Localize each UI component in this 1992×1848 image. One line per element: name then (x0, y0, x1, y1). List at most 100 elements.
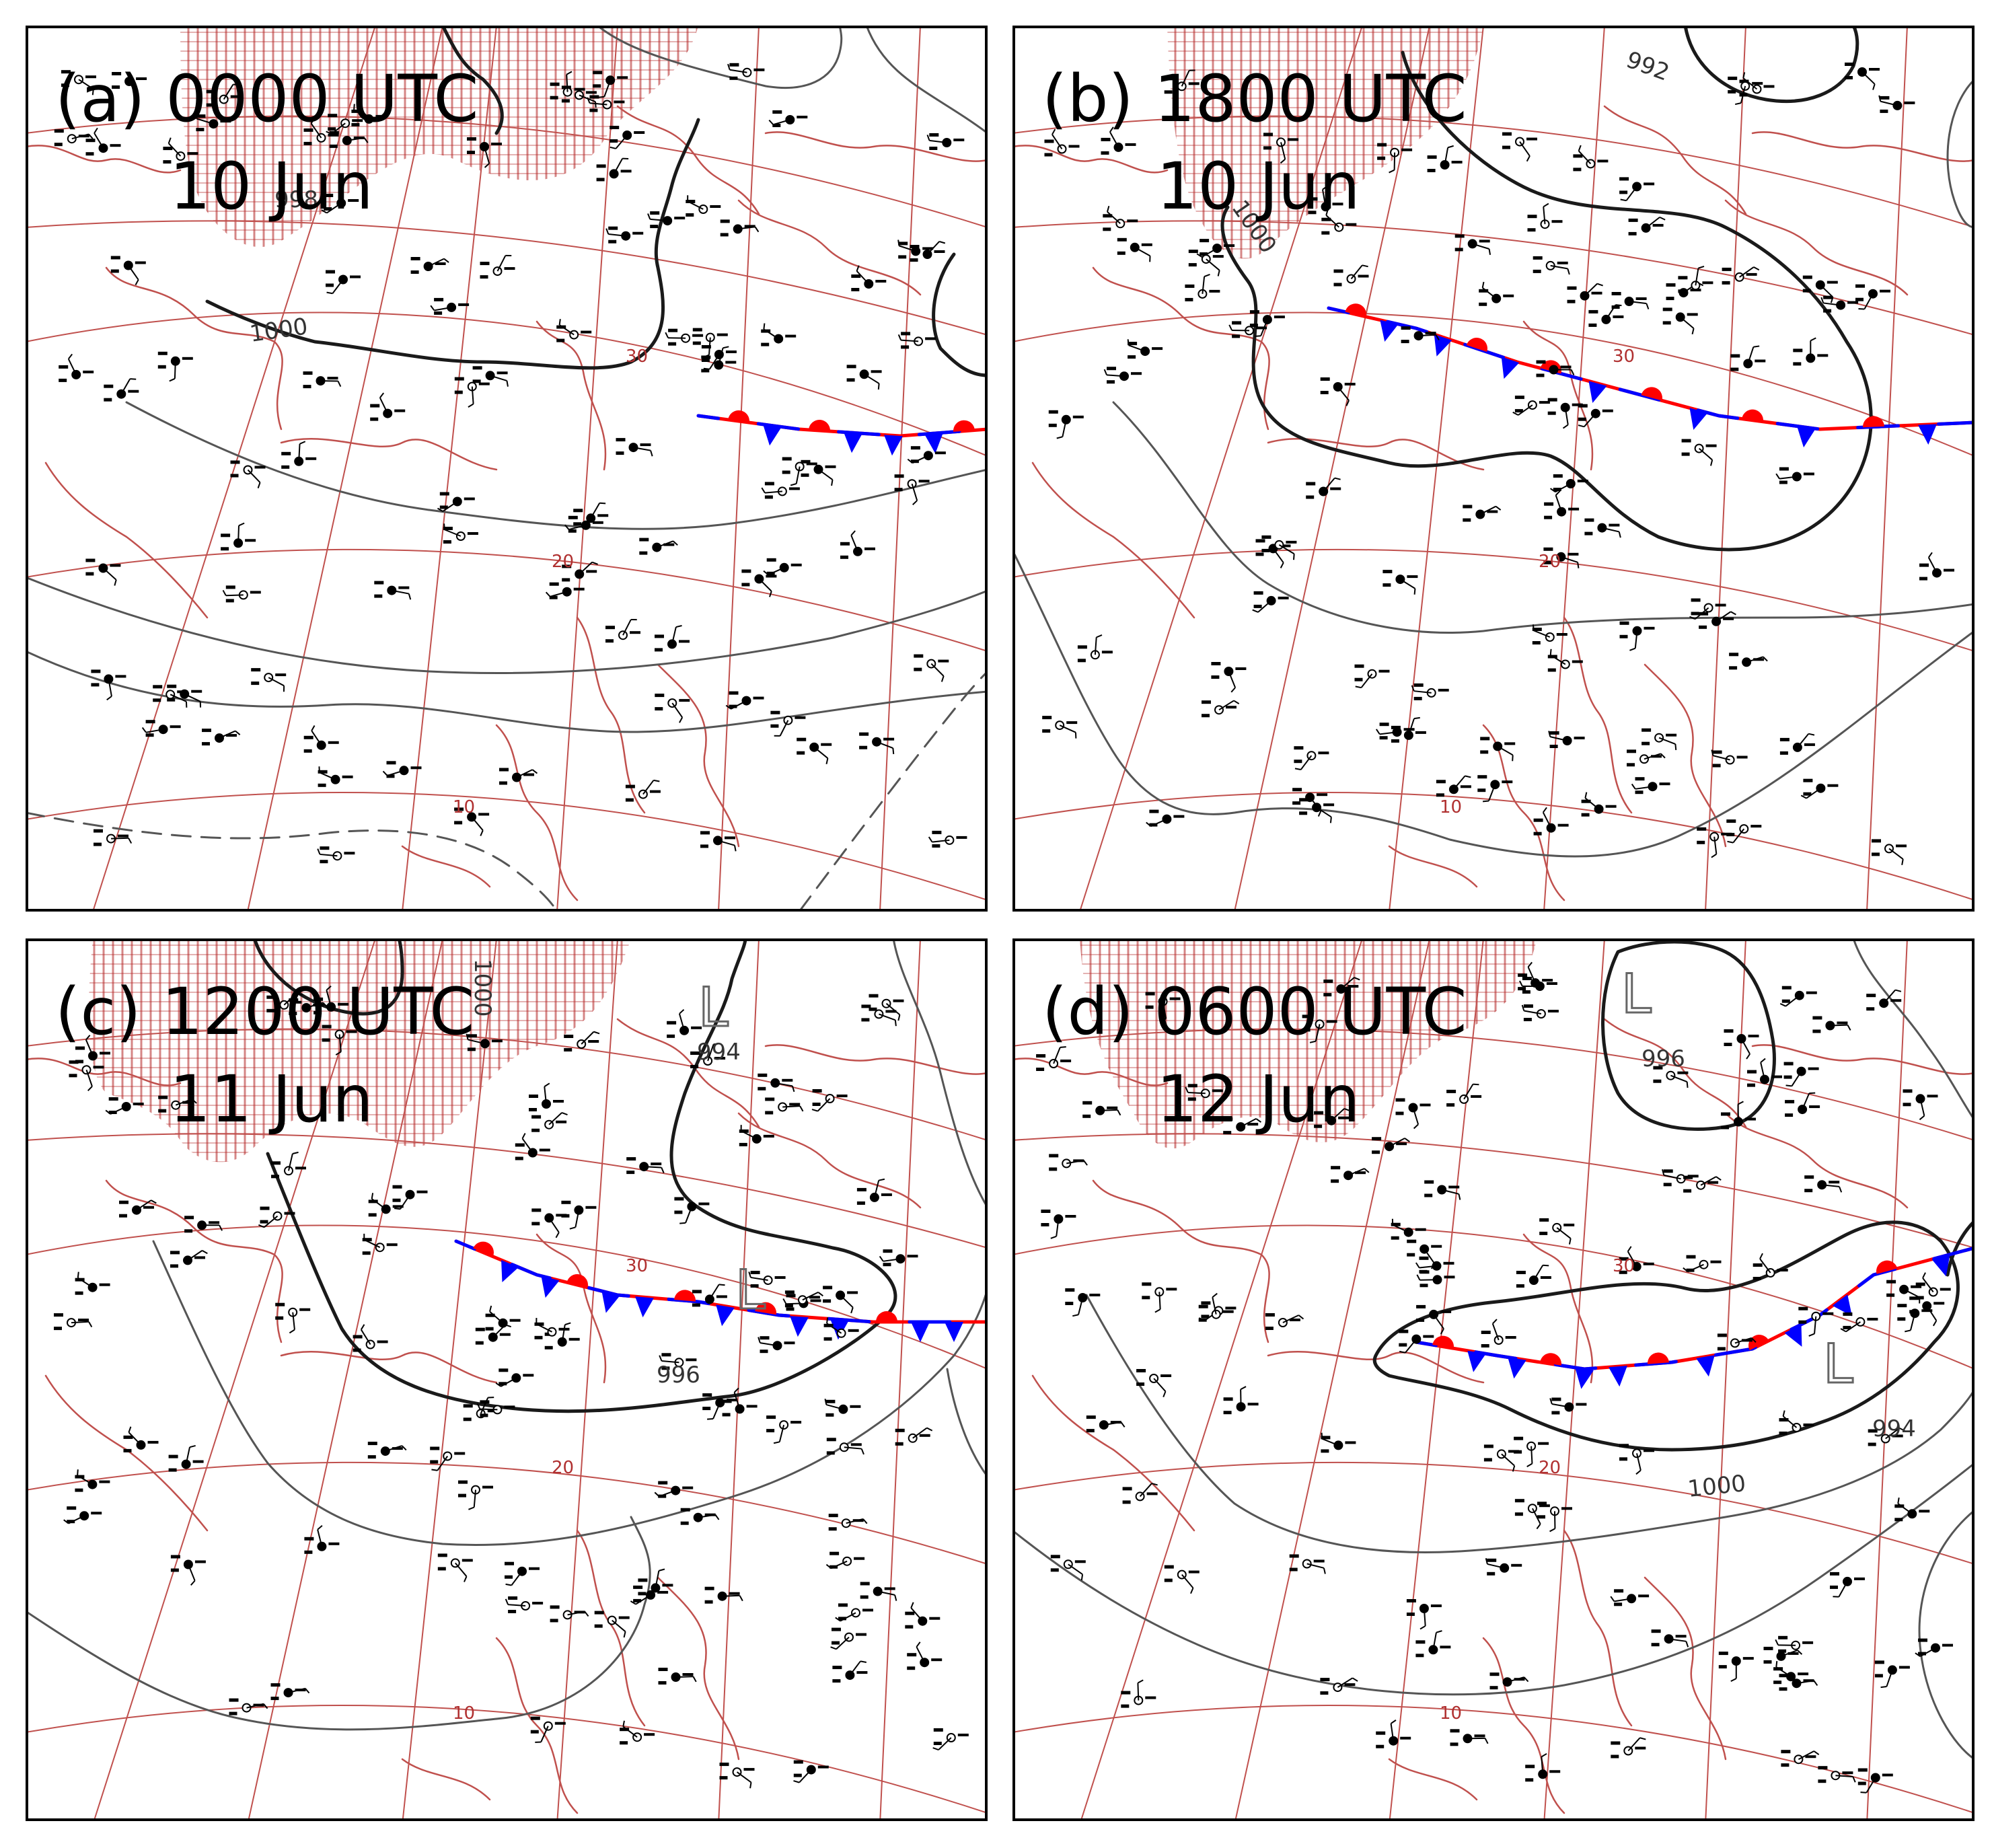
front (696, 410, 988, 456)
station-plot-icon (454, 807, 490, 836)
station-plot-icon (206, 83, 242, 107)
station-plot-icon (1391, 1218, 1426, 1240)
station-plot-icon (1372, 1137, 1410, 1154)
hatched-area (180, 26, 698, 248)
station-plot-icon (281, 441, 317, 469)
grid-line (879, 938, 921, 1821)
isobar (946, 1368, 988, 1478)
station-plot-icon (326, 114, 363, 135)
warm-front-icon (566, 1274, 588, 1288)
station-plot-icon (1909, 1296, 1945, 1327)
station-plot-icon (170, 1555, 206, 1586)
station-plot-icon (1188, 250, 1224, 276)
station-plot-icon (158, 1095, 197, 1113)
station-plot-icon (859, 732, 895, 755)
station-plot-icon (593, 71, 628, 98)
station-plot-icon (1800, 778, 1839, 799)
warm-front-icon (1466, 338, 1487, 353)
cold-front-icon (924, 433, 943, 454)
station-plot-icon (840, 530, 875, 559)
coastline (1751, 131, 1975, 162)
station-plot-icon (1683, 1255, 1722, 1273)
isobar (26, 1516, 651, 1731)
station-plot-icon (229, 1698, 268, 1715)
station-plot-icon (1804, 1175, 1843, 1193)
station-plot-icon (748, 1271, 786, 1288)
station-plot-icon (1547, 649, 1583, 672)
cold-front-icon (1380, 320, 1399, 342)
station-plot-icon (1320, 1677, 1358, 1695)
station-plot-icon (1228, 321, 1267, 338)
isobar-label: 1000 (1687, 1470, 1747, 1503)
station-plot-icon (1136, 1369, 1172, 1398)
station-plot-icon (91, 669, 126, 701)
station-plot-icon (430, 297, 470, 315)
station-plot-icon (303, 118, 339, 145)
station-plot-icon (437, 1553, 473, 1582)
cold-front-icon (763, 424, 782, 446)
station-plot-icon (720, 219, 760, 237)
isobars (1012, 938, 1975, 1761)
station-plot-icon (1041, 1210, 1076, 1239)
station-plot-icon (1549, 1397, 1587, 1415)
station-plot-icon (1299, 798, 1335, 823)
station-plot-icon (410, 257, 449, 274)
warm-front-line (1327, 306, 1975, 431)
station-plot-icon (1724, 1029, 1759, 1060)
cold-front-icon (1508, 1357, 1526, 1379)
station-plot-icon (1610, 1589, 1650, 1606)
panel-date: 11 Jun (170, 1062, 373, 1137)
station-plot-icon (897, 239, 934, 259)
coastline (1092, 1179, 1270, 1343)
station-plot-icon (1320, 377, 1356, 406)
grid-line (718, 938, 760, 1821)
coastline (1644, 663, 1727, 848)
station-plot-icon (1573, 145, 1609, 172)
station-plot-icon (680, 1508, 720, 1525)
coastline (1388, 1758, 1478, 1801)
station-plot-icon (914, 654, 949, 682)
grid-label: 20 (552, 552, 574, 572)
station-plot-icon (1641, 728, 1677, 751)
coastline (1388, 845, 1478, 888)
station-plot-icon (1103, 206, 1138, 231)
station-plot-icon (639, 538, 678, 555)
low-pressure-icon: L (1621, 963, 1652, 1025)
station-plot-icon (1775, 467, 1814, 484)
station-plot-icon (1185, 273, 1220, 301)
station-plot-icon (499, 768, 538, 785)
station-plot-icon (1086, 1415, 1126, 1433)
station-plot-icon (329, 131, 369, 148)
station-plot-icon (270, 1683, 310, 1701)
station-plot-icon (616, 438, 653, 457)
station-plot-icon (692, 1284, 727, 1307)
coastline (105, 266, 283, 431)
grid-line (402, 26, 497, 912)
station-plot-icon (1662, 307, 1698, 335)
station-plot-icon (1082, 1101, 1121, 1118)
isobar (1085, 1294, 1975, 1553)
station-plot-icon (550, 71, 585, 100)
station-plot-icon (1779, 733, 1815, 755)
grid-line (556, 26, 618, 912)
station-plot-icon (1539, 1218, 1575, 1245)
station-plot-icon (1726, 819, 1762, 844)
station-plot-icon (1818, 1766, 1856, 1783)
station-plot-icon (1263, 133, 1298, 164)
station-plot-icon (1427, 145, 1463, 172)
panel-label: (c) 1200 UTC 11 Jun (55, 968, 474, 1143)
grid-line (718, 26, 760, 912)
coastline (280, 437, 498, 471)
station-plot-icon (1722, 266, 1760, 285)
coastline (1012, 1058, 1169, 1086)
isobar (26, 576, 988, 675)
station-plot-icon (170, 1249, 208, 1268)
station-plots (54, 63, 967, 864)
isobar-1000 (932, 252, 988, 377)
isobar-1000 (1220, 50, 1873, 552)
station-plot-icon (75, 1271, 110, 1295)
station-plot-icon (647, 211, 686, 229)
grid-label: 30 (1613, 1256, 1635, 1276)
isobar-label: 994 (697, 1039, 741, 1066)
cold-front-icon (1918, 424, 1937, 445)
